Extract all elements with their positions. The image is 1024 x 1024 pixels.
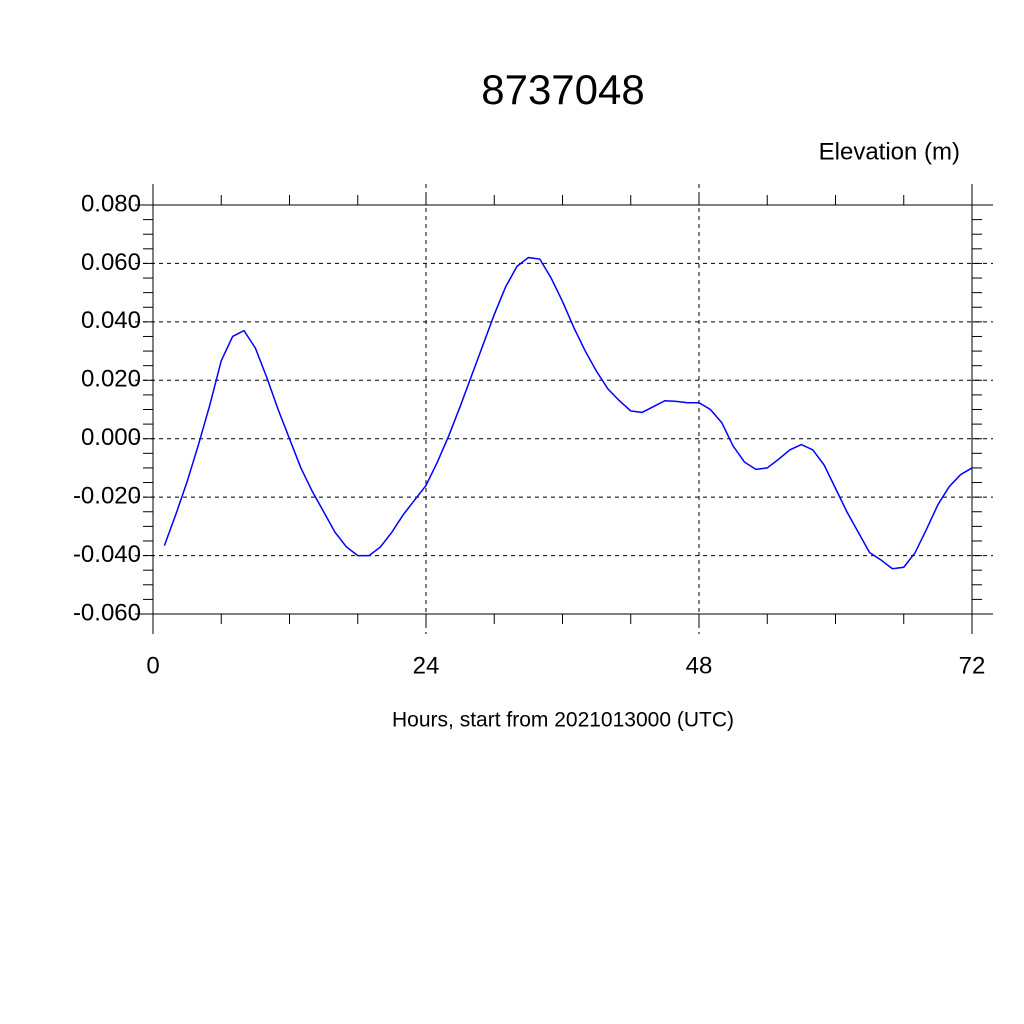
x-tick-label: 0	[146, 652, 159, 679]
y-tick-label: -0.040	[73, 541, 141, 568]
y-tick-label: 0.080	[81, 190, 141, 217]
y-tick-label: 0.020	[81, 366, 141, 393]
y-tick-label: 0.000	[81, 424, 141, 451]
y-tick-label: -0.060	[73, 599, 141, 626]
x-tick-label: 48	[686, 652, 713, 679]
y-tick-label: 0.060	[81, 249, 141, 276]
x-tick-label: 72	[959, 652, 986, 679]
x-tick-label: 24	[413, 652, 440, 679]
chart-title: 8737048	[481, 66, 645, 113]
y-tick-label: -0.020	[73, 482, 141, 509]
data-line	[163, 256, 973, 570]
y-axis-label: Elevation (m)	[819, 138, 960, 165]
y-tick-label: 0.040	[81, 307, 141, 334]
x-axis-label: Hours, start from 2021013000 (UTC)	[392, 709, 734, 732]
